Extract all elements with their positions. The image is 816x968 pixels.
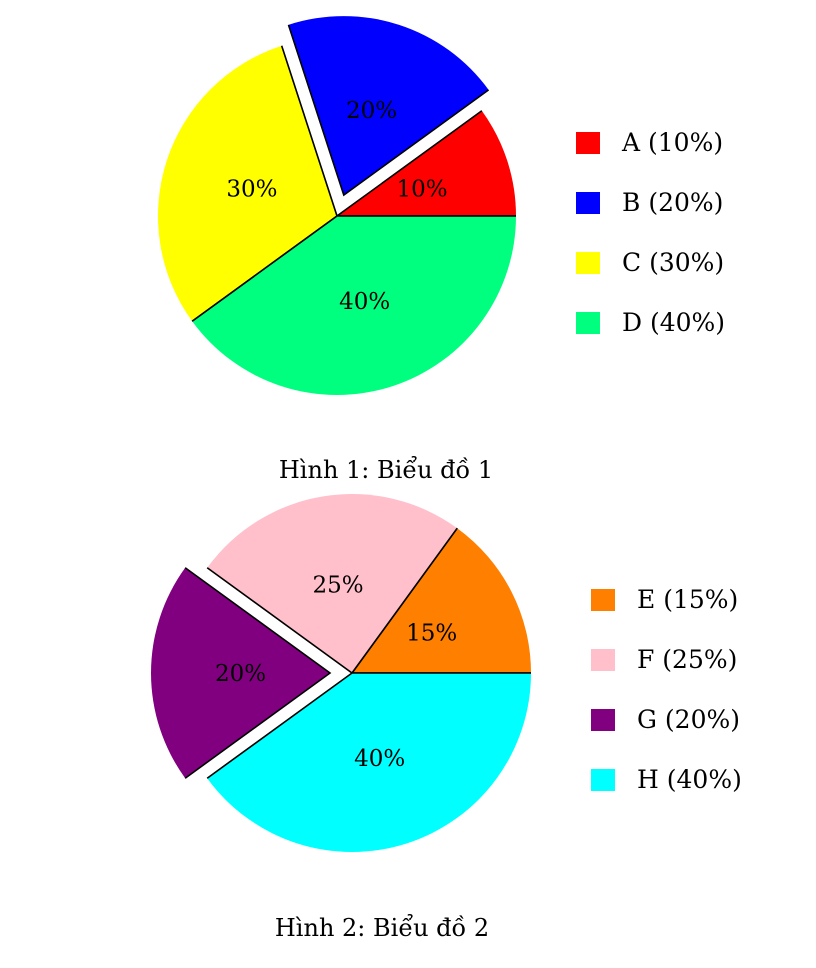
slice-label-c: 30% [226,176,277,202]
legend-label-a: A (10%) [621,128,723,157]
legend-label-c: C (30%) [622,248,724,277]
figure-caption: Hình 2: Biểu đồ 2 [275,913,489,942]
legend-label-f: F (25%) [637,645,737,674]
figure-caption: Hình 1: Biểu đồ 1 [279,455,493,484]
legend-swatch-d [576,312,600,334]
slice-label-b: 20% [346,98,397,124]
pie-slice-edge-h [206,672,531,779]
pie-chart-2: 15% E (15%) 25% F (25%) 20% G (20%) 40% H (40%)… [151,494,742,942]
pie-slice-g [151,567,330,779]
pie-slice-a [337,110,516,216]
pie-slice-b [288,16,489,196]
pie-slice-edge-g [184,567,332,779]
pie-slice-edge-d [191,215,516,322]
pie-chart-1: 10% A (10%) 20% B (20%) 30% C (30%) 40% D (40%)… [158,16,725,484]
legend-label-d: D (40%) [622,308,725,337]
legend-swatch-f [591,649,615,671]
slice-label-e: 15% [406,620,457,646]
legend-swatch-c [576,252,600,274]
slice-label-d: 40% [339,289,390,315]
pie-slice-h [207,673,531,852]
legend-label-e: E (15%) [637,585,738,614]
slice-label-f: 25% [312,573,363,599]
legend-label-g: G (20%) [637,705,740,734]
pie-slice-edge-b [287,24,490,197]
legend-label-h: H (40%) [637,765,742,794]
legend-swatch-g [591,709,615,731]
legend-label-b: B (20%) [622,188,723,217]
slice-label-h: 40% [354,746,405,772]
pie-slice-e [352,528,531,673]
slice-label-a: 10% [397,176,448,202]
pie-slice-d [192,216,516,395]
slice-label-g: 20% [215,661,266,687]
pie-slice-c [158,45,337,322]
legend-swatch-e [591,589,615,611]
legend-swatch-a [576,132,600,154]
pie-slice-f [207,494,458,673]
legend-swatch-b [576,192,600,214]
legend-swatch-h [591,769,615,791]
